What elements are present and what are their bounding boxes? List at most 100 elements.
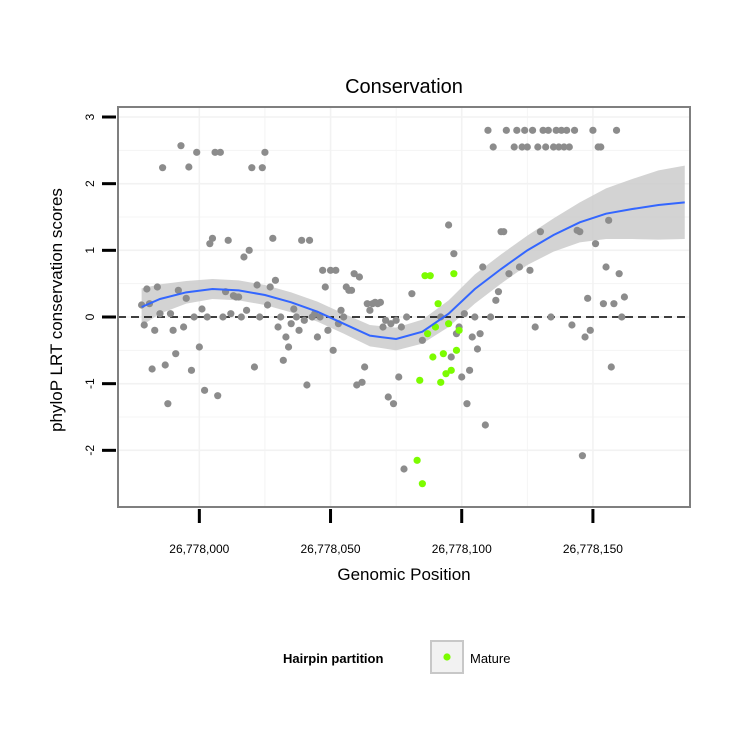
- point-other-60: [295, 326, 303, 334]
- point-other-68: [316, 313, 324, 321]
- point-other-59: [292, 313, 301, 321]
- points-layer: [138, 126, 629, 488]
- confidence-ribbon-layer: [141, 165, 685, 351]
- point-other-156: [581, 333, 589, 341]
- point-other-91: [376, 298, 384, 306]
- point-other-51: [271, 276, 280, 284]
- x-tick-label-0: 26,778,000: [169, 542, 229, 556]
- point-other-105: [445, 221, 453, 229]
- point-other-11: [166, 310, 175, 318]
- point-mature-6: [429, 353, 437, 361]
- point-other-37: [235, 293, 243, 301]
- point-other-13: [172, 350, 180, 358]
- panel-border: [117, 106, 691, 508]
- point-other-42: [248, 164, 256, 172]
- point-other-49: [266, 283, 274, 291]
- y-tick-label-4: 2: [83, 180, 97, 187]
- point-other-121: [486, 313, 495, 321]
- point-other-115: [471, 313, 479, 321]
- point-other-135: [526, 266, 534, 274]
- point-other-169: [615, 270, 623, 278]
- x-tick-label-1: 26,778,050: [301, 542, 361, 556]
- point-other-102: [408, 290, 416, 298]
- point-other-81: [350, 270, 358, 278]
- point-other-21: [193, 148, 201, 156]
- y-tick-label-1: -1: [83, 378, 97, 389]
- point-other-151: [568, 321, 576, 329]
- point-mature-9: [437, 378, 445, 386]
- point-other-19: [187, 366, 196, 374]
- point-other-132: [518, 143, 526, 151]
- point-other-116: [473, 345, 482, 353]
- point-other-76: [337, 306, 345, 314]
- point-other-142: [544, 126, 552, 134]
- point-other-159: [589, 126, 597, 134]
- point-other-2: [143, 285, 151, 293]
- legend-title: Hairpin partition: [283, 651, 383, 666]
- point-other-94: [384, 393, 392, 401]
- point-other-31: [219, 313, 227, 321]
- point-other-119: [481, 421, 489, 429]
- point-other-24: [200, 386, 209, 394]
- point-other-137: [531, 323, 539, 331]
- point-other-72: [326, 266, 335, 274]
- point-other-131: [515, 263, 524, 271]
- point-other-18: [185, 163, 193, 171]
- point-mature-14: [450, 270, 458, 278]
- point-other-129: [510, 143, 518, 151]
- point-other-110: [458, 373, 466, 381]
- point-other-87: [366, 306, 374, 314]
- y-tick-label-0: -2: [83, 445, 97, 456]
- point-mature-7: [431, 323, 440, 331]
- point-other-111: [460, 310, 468, 318]
- point-other-7: [156, 310, 164, 318]
- point-other-143: [547, 313, 555, 321]
- point-mature-1: [416, 376, 424, 384]
- point-other-122: [489, 143, 497, 151]
- point-other-139: [536, 228, 545, 236]
- point-other-140: [539, 126, 547, 134]
- point-mature-3: [421, 272, 429, 280]
- point-other-83: [355, 273, 363, 281]
- point-mature-0: [413, 456, 421, 464]
- point-other-48: [263, 301, 272, 309]
- point-other-113: [465, 366, 474, 374]
- point-other-127: [502, 126, 510, 134]
- point-other-147: [557, 126, 566, 134]
- point-other-138: [534, 143, 542, 151]
- point-other-10: [164, 400, 172, 408]
- y-tick-label-3: 1: [83, 247, 97, 254]
- point-other-27: [208, 234, 217, 242]
- point-other-15: [177, 142, 185, 150]
- point-other-20: [190, 313, 198, 321]
- point-other-133: [521, 126, 529, 134]
- point-other-74: [332, 266, 340, 274]
- point-other-158: [586, 326, 594, 334]
- point-other-92: [379, 323, 387, 331]
- point-other-160: [591, 240, 600, 248]
- point-other-38: [237, 313, 245, 321]
- point-other-33: [224, 236, 232, 244]
- x-axis: 26,778,000 26,778,050 26,778,100 26,778,150: [169, 509, 623, 556]
- point-other-23: [198, 305, 206, 313]
- point-other-29: [214, 392, 222, 400]
- point-other-5: [151, 326, 159, 334]
- point-mature-2: [418, 480, 426, 488]
- point-other-50: [269, 234, 277, 242]
- point-other-97: [392, 316, 400, 324]
- point-mature-13: [447, 366, 455, 374]
- point-other-9: [161, 361, 169, 369]
- x-tick-label-3: 26,778,150: [563, 542, 623, 556]
- point-other-103: [418, 336, 426, 344]
- point-other-1: [140, 321, 148, 329]
- point-other-25: [203, 313, 211, 321]
- point-other-136: [528, 126, 537, 134]
- point-other-141: [542, 143, 550, 151]
- point-other-67: [313, 333, 322, 341]
- point-mature-4: [424, 330, 432, 338]
- point-other-96: [389, 400, 398, 408]
- y-tick-label-2: 0: [83, 313, 97, 320]
- point-other-124: [494, 288, 503, 296]
- confidence-ribbon: [141, 165, 685, 351]
